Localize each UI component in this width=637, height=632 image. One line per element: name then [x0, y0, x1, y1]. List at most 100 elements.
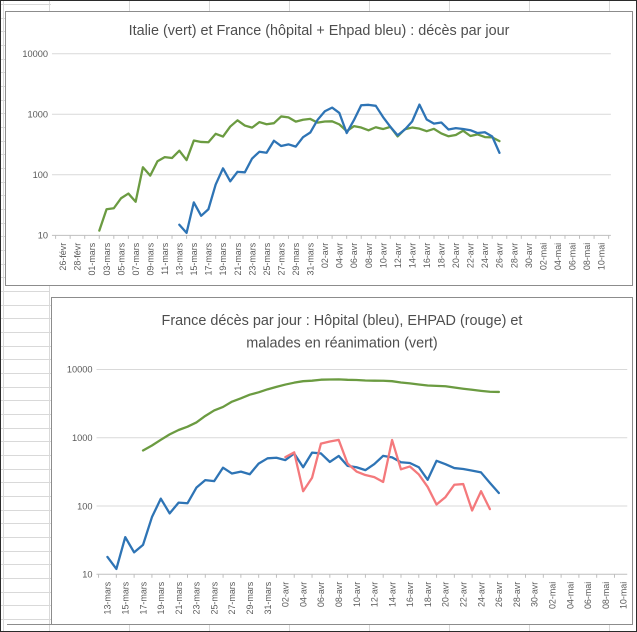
sheet-row-line [1, 291, 51, 292]
x-tick-label: 20-avr [441, 582, 451, 607]
x-tick-label: 28-avr [512, 582, 522, 607]
y-tick-label: 1000 [72, 433, 93, 443]
x-tick-label: 02-avr [281, 582, 291, 607]
series-italie-line [98, 115, 501, 232]
x-tick-label: 30-avr [524, 243, 534, 268]
sheet-row-line [1, 387, 51, 388]
x-tick-label: 19-mars [218, 242, 228, 275]
x-tick-label: 02-avr [320, 243, 330, 268]
x-tick-label: 22-avr [459, 582, 469, 607]
y-tick-label: 100 [77, 501, 92, 511]
x-tick-label: 16-avr [405, 582, 415, 607]
x-tick-label: 17-mars [138, 581, 148, 614]
x-tick-label: 02-mai [538, 243, 548, 270]
sheet-row-line [1, 551, 51, 552]
x-tick-label: 09-mars [145, 242, 155, 275]
sheet-row-line [1, 496, 51, 497]
sheet-row-line [1, 523, 51, 524]
y-tick-label: 10000 [22, 49, 48, 59]
x-tick-label: 06-mai [568, 243, 578, 270]
x-tick-label: 13-mars [103, 581, 113, 614]
x-axis-labels: 26-févr 28-févr 01-mars 03-mars 05-mars 07-ma… [58, 242, 606, 275]
x-tick-label: 15-mars [121, 581, 131, 614]
sheet-row-line [1, 332, 51, 333]
x-tick-label: 31-mars [263, 581, 273, 614]
x-tick-label: 11-mars [160, 242, 170, 275]
x-tick-label: 05-mars [116, 242, 126, 275]
x-axis-tick-marks [98, 574, 615, 578]
x-tick-label: 15-mars [189, 242, 199, 275]
x-tick-label: 25-mars [209, 581, 219, 614]
x-tick-label: 03-mars [102, 242, 112, 275]
sheet-row-line [1, 428, 51, 429]
x-tick-label: 28-avr [509, 243, 519, 268]
x-tick-label: 21-mars [174, 581, 184, 614]
chart-france-hopital-ehpad-rea: 10 100 1000 10000 13-mars 15-mars 17-mars 19-ma… [51, 297, 633, 625]
x-tick-label: 06-avr [316, 582, 326, 607]
y-tick-label: 1000 [27, 110, 48, 120]
x-tick-label: 14-avr [407, 243, 417, 268]
x-tick-label: 12-avr [370, 582, 380, 607]
sheet-row-line [1, 414, 51, 415]
chart-title-text: Italie (vert) et France (hôpital + Ehpad… [129, 23, 510, 39]
series-hopital-line [106, 451, 500, 571]
sheet-row-line [1, 305, 51, 306]
x-tick-label: 10-avr [352, 582, 362, 607]
sheet-row-line [1, 469, 51, 470]
x-tick-label: 04-avr [335, 243, 345, 268]
x-tick-label: 13-mars [175, 242, 185, 275]
x-tick-label: 23-mars [192, 581, 202, 614]
x-tick-label: 16-avr [422, 243, 432, 268]
sheet-row-line [1, 578, 51, 579]
x-tick-label: 18-avr [423, 582, 433, 607]
x-tick-label: 28-févr [73, 243, 83, 271]
x-tick-label: 29-mars [291, 242, 301, 275]
x-tick-label: 22-avr [466, 243, 476, 268]
x-tick-label: 27-mars [227, 581, 237, 614]
x-tick-label: 01-mars [87, 242, 97, 275]
sheet-row-line [1, 510, 51, 511]
sheet-row-line [1, 400, 51, 401]
x-axis-labels: 13-mars 15-mars 17-mars 19-mars 21-mars 23-ma… [103, 581, 629, 614]
sheet-row-line [1, 346, 51, 347]
sheet-row-line [1, 619, 51, 620]
sheet-row-line [1, 359, 51, 360]
x-tick-label: 24-avr [480, 243, 490, 268]
x-tick-label: 31-mars [306, 242, 316, 275]
sheet-row-line [1, 592, 51, 593]
y-tick-label: 10000 [67, 365, 93, 375]
chart-italie-france-svg: 10 100 1000 10000 26-févr 28-févr 01-mars 03-ma… [22, 23, 611, 276]
sheet-row-line [1, 4, 51, 5]
x-tick-label: 08-mai [601, 582, 611, 609]
x-tick-label: 26-févr [58, 243, 68, 271]
chart-title: Italie (vert) et France (hôpital + Ehpad… [129, 23, 510, 39]
sheet-column-line [49, 1, 50, 631]
chart-italie-vs-france: 10 100 1000 10000 26-févr 28-févr 01-mars 03-ma… [5, 11, 633, 286]
x-tick-label: 24-avr [476, 582, 486, 607]
y-axis-gridlines-and-labels: 10 100 1000 10000 [67, 365, 628, 580]
x-tick-label: 06-avr [349, 243, 359, 268]
x-tick-label: 26-avr [495, 243, 505, 268]
x-tick-label: 10-mai [619, 582, 629, 609]
sheet-row-line [1, 441, 51, 442]
chart-title: France décès par jour : Hôpital (bleu), … [162, 313, 523, 352]
x-tick-label: 19-mars [156, 581, 166, 614]
sheet-row-line [1, 318, 51, 319]
series-france-hopital-ehpad-line [178, 103, 501, 235]
x-tick-label: 02-mai [547, 582, 557, 609]
series-reanimation-line [141, 378, 500, 452]
x-tick-label: 07-mars [131, 242, 141, 275]
x-tick-label: 08-avr [334, 582, 344, 607]
x-tick-label: 26-avr [494, 582, 504, 607]
x-tick-label: 25-mars [262, 242, 272, 275]
x-tick-label: 20-avr [451, 243, 461, 268]
x-tick-label: 27-mars [276, 242, 286, 275]
x-tick-label: 04-mai [553, 243, 563, 270]
x-tick-label: 08-mai [582, 243, 592, 270]
sheet-row-line [1, 455, 51, 456]
x-tick-label: 29-mars [245, 581, 255, 614]
x-tick-label: 21-mars [233, 242, 243, 275]
x-tick-label: 10-avr [378, 243, 388, 268]
y-tick-label: 10 [82, 570, 92, 580]
